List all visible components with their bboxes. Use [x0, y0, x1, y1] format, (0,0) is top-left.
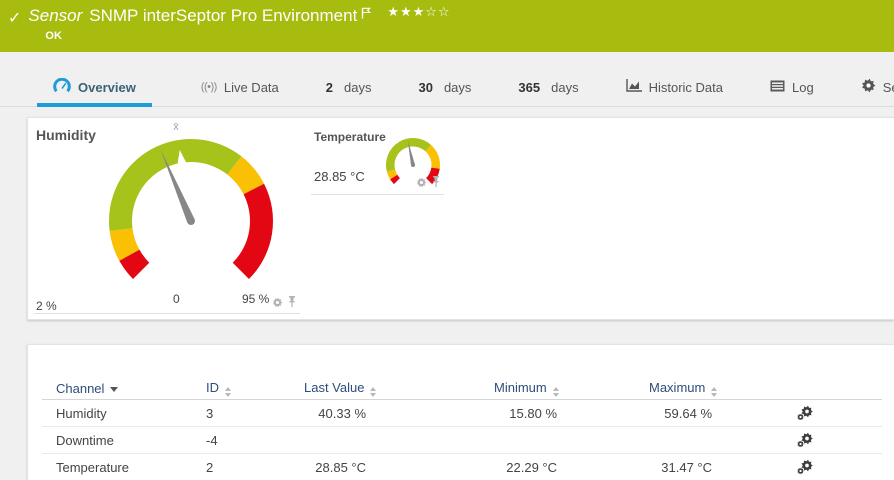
sensor-status-text: OK	[45, 30, 62, 42]
sort-icon	[370, 387, 377, 397]
flag-icon[interactable]	[361, 4, 372, 24]
channel-settings-icon[interactable]	[796, 405, 882, 421]
channel-settings-icon[interactable]	[796, 432, 882, 448]
svg-text:x̄: x̄	[173, 121, 179, 133]
sort-icon	[552, 387, 559, 397]
log-icon	[770, 80, 785, 95]
gauge-scale-max: 95 %	[242, 292, 270, 306]
pin-icon[interactable]	[431, 175, 441, 193]
gauges-panel: Humidity x̄ 2 % 0 95 % Temperature 28.85…	[27, 117, 894, 320]
table-row-humidity[interactable]: Humidity 3 40.33 % 15.80 % 59.64 %	[42, 400, 882, 427]
gauge-scale-mid: 0	[173, 292, 180, 306]
channel-settings-icon[interactable]	[796, 459, 882, 475]
sensor-title: SNMP interSeptor Pro Environment	[89, 6, 358, 25]
channel-table-panel: Channel ID Last Value Minimum Maximum Hu…	[27, 344, 894, 480]
temperature-gauge	[385, 138, 441, 185]
humidity-gauge: x̄	[108, 121, 273, 279]
priority-stars[interactable]: ★★★☆☆	[387, 5, 451, 20]
chart-icon	[625, 79, 642, 95]
widget-gear-icon[interactable]	[416, 175, 427, 193]
sort-icon	[225, 387, 231, 397]
humidity-gauge-widget: Humidity x̄ 2 % 0 95 %	[34, 121, 300, 314]
temperature-gauge-title: Temperature	[314, 130, 386, 144]
tab-2-days[interactable]: 2 days	[325, 79, 372, 95]
tab-365-days[interactable]: 365 days	[518, 79, 579, 95]
sensor-tabbar: Overview ((•)) Live Data 2 days 30 days 36…	[0, 71, 894, 107]
table-row-downtime[interactable]: Downtime -4	[42, 427, 882, 454]
tab-overview[interactable]: Overview	[37, 71, 152, 107]
gauge-icon	[53, 77, 71, 96]
tab-30-days[interactable]: 30 days	[418, 79, 472, 95]
gear-icon	[861, 78, 876, 96]
sort-icon	[110, 387, 119, 392]
temperature-gauge-widget: Temperature 28.85 °C	[311, 125, 444, 195]
sort-icon	[711, 387, 718, 397]
tab-historic-data[interactable]: Historic Data	[610, 71, 739, 106]
widget-gear-icon[interactable]	[272, 295, 283, 313]
broadcast-icon: ((•))	[200, 81, 218, 93]
tab-settings[interactable]: Settings	[845, 71, 894, 106]
col-header-channel[interactable]: Channel	[42, 381, 206, 396]
temperature-last-value: 28.85 °C	[314, 169, 365, 184]
table-row-temperature[interactable]: Temperature 2 28.85 °C 22.29 °C 31.47 °C	[42, 454, 882, 480]
col-header-id[interactable]: ID	[206, 380, 304, 397]
tab-live-data[interactable]: ((•)) Live Data	[200, 79, 279, 95]
col-header-last-value[interactable]: Last Value	[304, 380, 494, 397]
tab-log[interactable]: Log	[754, 71, 830, 106]
object-kind-label: Sensor	[28, 6, 83, 25]
humidity-gauge-title: Humidity	[36, 127, 96, 143]
col-header-maximum[interactable]: Maximum	[649, 380, 796, 397]
pin-icon[interactable]	[287, 295, 297, 313]
gauge-scale-min: 2 %	[36, 299, 57, 313]
check-icon: ✓	[8, 10, 22, 27]
sensor-status-banner: ✓ Sensor SNMP interSeptor Pro Environmen…	[0, 0, 894, 52]
channel-table-header: Channel ID Last Value Minimum Maximum	[42, 378, 882, 400]
col-header-minimum[interactable]: Minimum	[494, 380, 649, 397]
channel-table: Channel ID Last Value Minimum Maximum Hu…	[28, 345, 894, 480]
